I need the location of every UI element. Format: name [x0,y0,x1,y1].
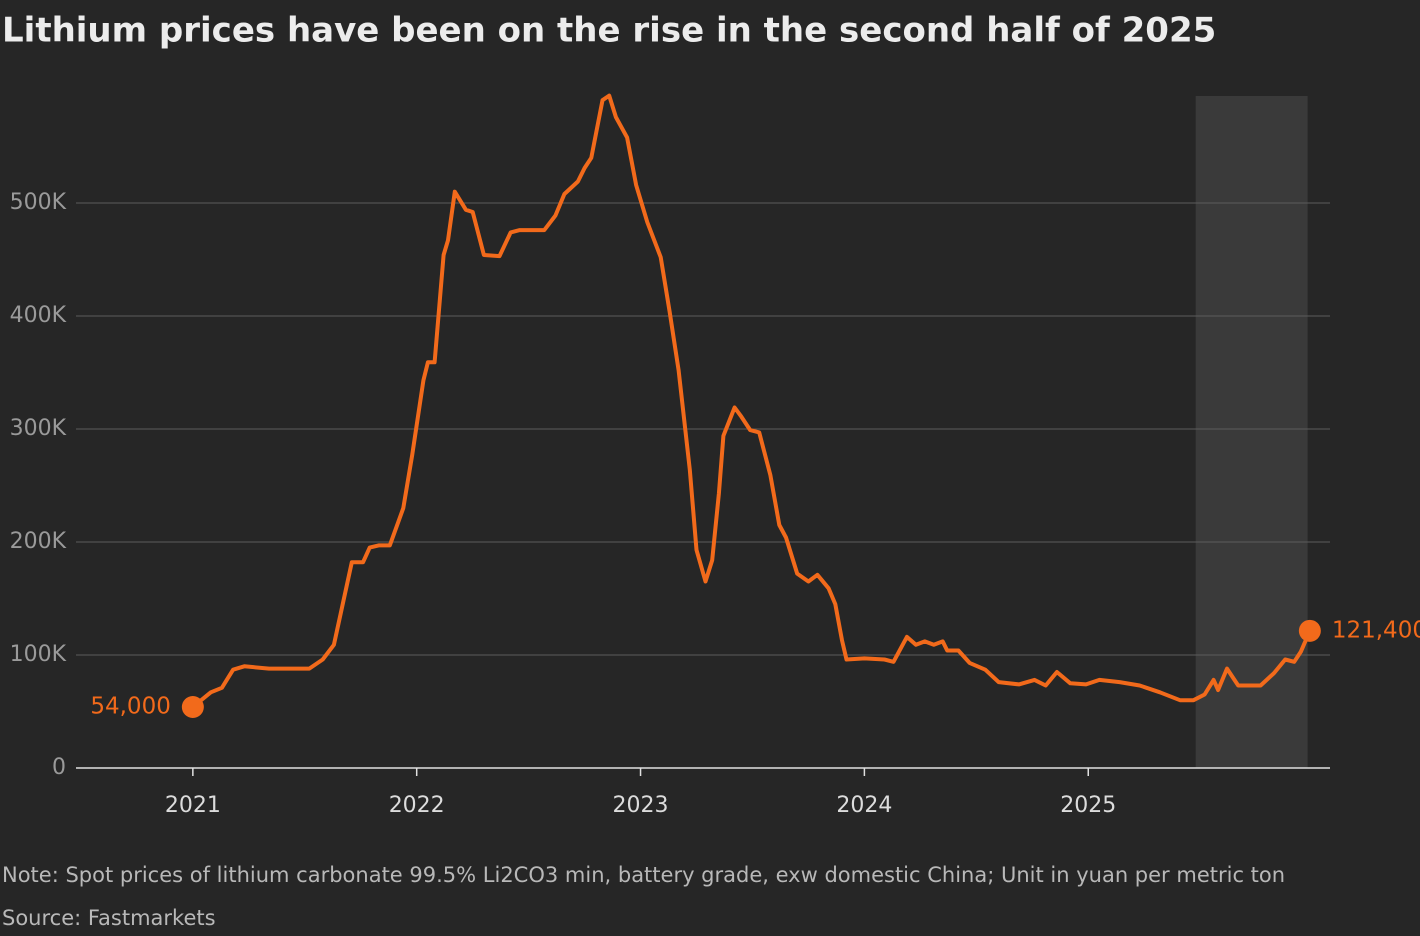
y-tick-label: 500K [10,190,67,215]
value-label: 54,000 [90,693,170,719]
x-tick-label: 2023 [613,793,669,818]
highlight-band [1195,96,1308,768]
note: Note: Spot prices of lithium carbonate 9… [2,863,1285,887]
y-tick-label: 0 [52,755,66,780]
end-point [181,695,204,718]
y-tick-label: 200K [10,529,67,554]
source: Source: Fastmarkets [2,906,216,930]
x-tick-label: 2024 [836,793,892,818]
chart-title: Lithium prices have been on the rise in … [2,11,1216,51]
x-tick-label: 2021 [165,793,221,818]
x-tick-label: 2022 [389,793,445,818]
y-tick-label: 300K [10,416,67,441]
price-line [191,93,1312,709]
y-tick-label: 100K [10,642,67,667]
x-tick-label: 2025 [1060,793,1116,818]
end-point [1298,619,1321,642]
y-tick-label: 400K [10,303,67,328]
value-label: 121,400 [1332,617,1420,643]
